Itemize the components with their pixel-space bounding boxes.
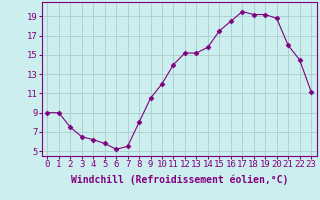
X-axis label: Windchill (Refroidissement éolien,°C): Windchill (Refroidissement éolien,°C) [70, 175, 288, 185]
